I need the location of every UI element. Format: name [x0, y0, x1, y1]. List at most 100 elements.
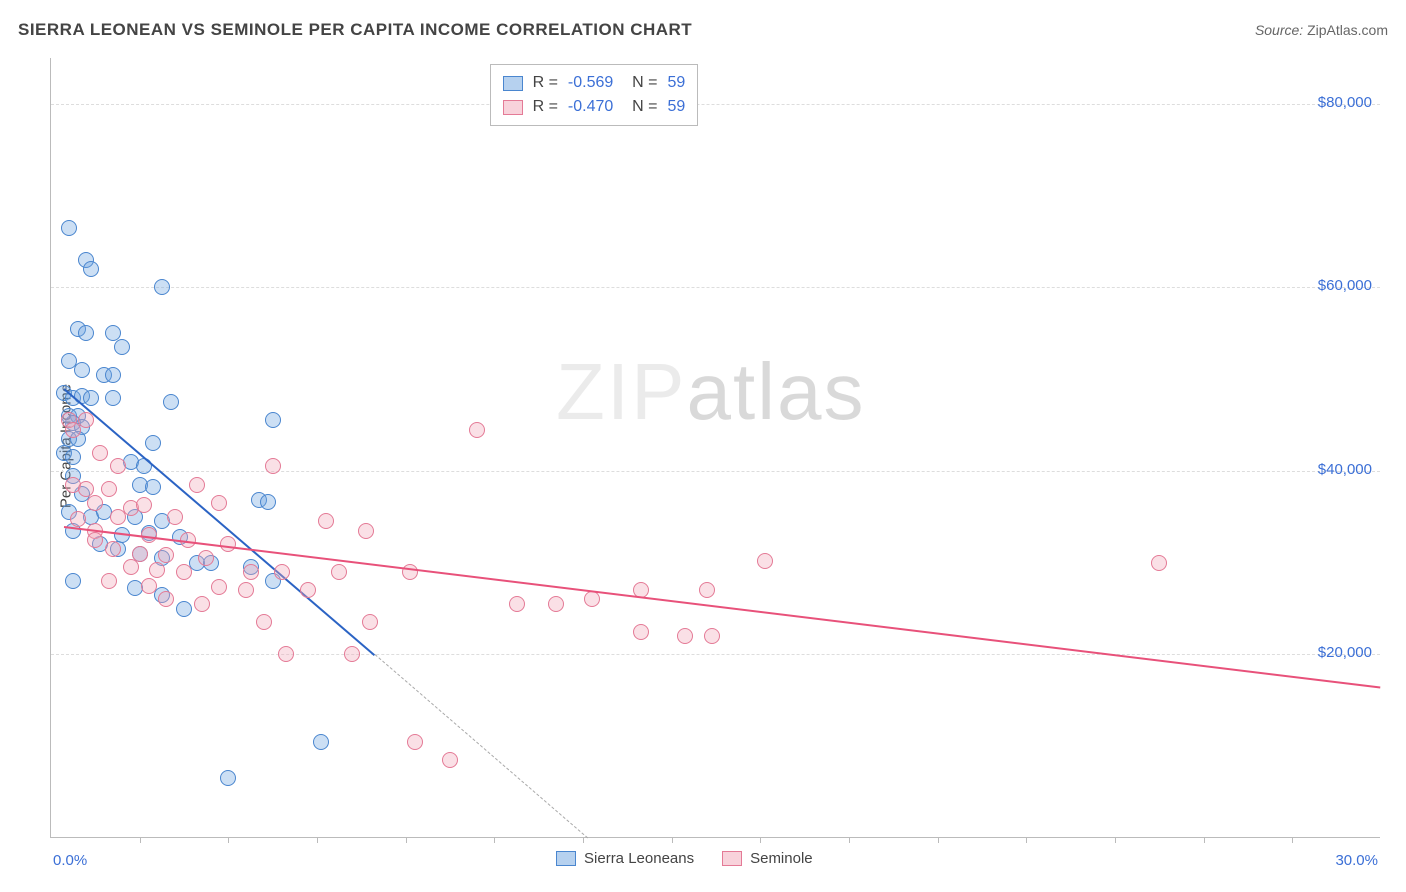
x-tick-label: 0.0% — [53, 852, 87, 869]
stats-box: R = -0.569 N = 59R = -0.470 N = 59 — [490, 64, 699, 126]
plot-area: ZIPatlas $20,000$40,000$60,000$80,0000.0… — [50, 58, 1380, 838]
y-tick-label: $60,000 — [1318, 277, 1372, 294]
stat-r-value: -0.470 — [568, 95, 613, 119]
data-point — [158, 591, 174, 607]
data-point — [407, 734, 423, 750]
legend-item: Seminole — [722, 850, 813, 867]
source-credit: Source: ZipAtlas.com — [1255, 22, 1388, 38]
x-tick — [494, 837, 495, 843]
data-point — [167, 509, 183, 525]
x-tick — [406, 837, 407, 843]
data-point — [136, 497, 152, 513]
data-point — [101, 481, 117, 497]
data-point — [123, 559, 139, 575]
source-label: Source: — [1255, 22, 1303, 38]
x-tick — [140, 837, 141, 843]
data-point — [509, 596, 525, 612]
data-point — [265, 458, 281, 474]
data-point — [110, 458, 126, 474]
data-point — [83, 390, 99, 406]
swatch-icon — [722, 851, 742, 866]
x-tick — [1292, 837, 1293, 843]
stats-row: R = -0.569 N = 59 — [503, 71, 686, 95]
x-tick — [760, 837, 761, 843]
data-point — [260, 494, 276, 510]
legend-label: Seminole — [750, 850, 813, 867]
legend-label: Sierra Leoneans — [584, 850, 694, 867]
legend-item: Sierra Leoneans — [556, 850, 694, 867]
data-point — [313, 734, 329, 750]
data-point — [358, 523, 374, 539]
x-tick — [1204, 837, 1205, 843]
data-point — [584, 591, 600, 607]
data-point — [704, 628, 720, 644]
data-point — [548, 596, 564, 612]
data-point — [278, 646, 294, 662]
data-point — [65, 573, 81, 589]
chart-container: SIERRA LEONEAN VS SEMINOLE PER CAPITA IN… — [0, 0, 1406, 892]
data-point — [176, 564, 192, 580]
data-point — [442, 752, 458, 768]
data-point — [149, 562, 165, 578]
data-point — [163, 394, 179, 410]
grid-line — [51, 654, 1380, 655]
stat-r-label: R = — [533, 71, 558, 95]
stats-row: R = -0.470 N = 59 — [503, 95, 686, 119]
swatch-icon — [556, 851, 576, 866]
source-value: ZipAtlas.com — [1307, 22, 1388, 38]
data-point — [243, 564, 259, 580]
grid-line — [51, 471, 1380, 472]
grid-line — [51, 287, 1380, 288]
stat-n-value: 59 — [668, 95, 686, 119]
data-point — [274, 564, 290, 580]
data-point — [141, 578, 157, 594]
data-point — [344, 646, 360, 662]
data-point — [220, 770, 236, 786]
data-point — [154, 279, 170, 295]
y-tick-label: $20,000 — [1318, 644, 1372, 661]
stat-r-value: -0.569 — [568, 71, 613, 95]
data-point — [65, 449, 81, 465]
x-tick — [1115, 837, 1116, 843]
x-tick — [938, 837, 939, 843]
data-point — [114, 339, 130, 355]
data-point — [256, 614, 272, 630]
grid-line — [51, 104, 1380, 105]
watermark-zip: ZIP — [556, 347, 686, 436]
data-point — [61, 220, 77, 236]
y-tick-label: $80,000 — [1318, 94, 1372, 111]
data-point — [194, 596, 210, 612]
data-point — [87, 532, 103, 548]
stat-n-label: N = — [623, 71, 657, 95]
data-point — [265, 412, 281, 428]
data-point — [83, 261, 99, 277]
x-tick — [849, 837, 850, 843]
data-point — [145, 435, 161, 451]
data-point — [105, 390, 121, 406]
data-point — [300, 582, 316, 598]
data-point — [176, 601, 192, 617]
swatch-icon — [503, 76, 523, 91]
x-tick-label: 30.0% — [1335, 852, 1378, 869]
data-point — [238, 582, 254, 598]
data-point — [211, 495, 227, 511]
watermark-atlas: atlas — [686, 347, 865, 436]
data-point — [318, 513, 334, 529]
data-point — [677, 628, 693, 644]
x-tick — [672, 837, 673, 843]
data-point — [198, 550, 214, 566]
data-point — [158, 547, 174, 563]
data-point — [757, 553, 773, 569]
data-point — [101, 573, 117, 589]
swatch-icon — [503, 100, 523, 115]
data-point — [362, 614, 378, 630]
data-point — [331, 564, 347, 580]
data-point — [402, 564, 418, 580]
legend: Sierra Leoneans Seminole — [556, 850, 813, 867]
stat-n-value: 59 — [668, 71, 686, 95]
x-tick — [583, 837, 584, 843]
data-point — [633, 624, 649, 640]
watermark: ZIPatlas — [556, 346, 865, 438]
data-point — [70, 511, 86, 527]
trend-line — [64, 526, 1381, 689]
